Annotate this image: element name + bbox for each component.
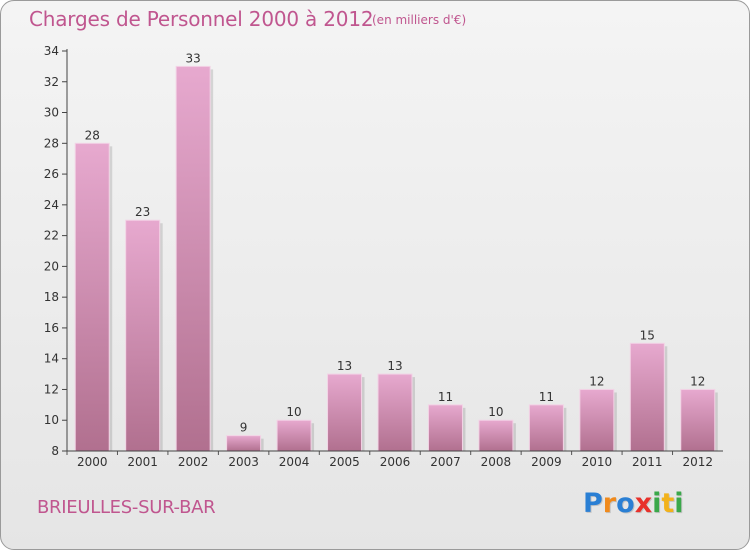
bar-value-label: 13 <box>387 359 402 373</box>
bar-value-label: 9 <box>240 421 248 435</box>
axes-layer <box>62 49 723 455</box>
y-tick-label: 14 <box>44 352 59 366</box>
bar-2002 <box>175 65 211 452</box>
x-tick-label: 2003 <box>228 455 259 469</box>
chart-subtitle: (en milliers d'€) <box>372 13 467 27</box>
y-tick-label: 22 <box>44 229 59 243</box>
logo-letter: P <box>583 488 603 519</box>
logo-letter: x <box>634 488 653 519</box>
bar-value-label: 15 <box>640 328 655 342</box>
x-tick-label: 2005 <box>329 455 360 469</box>
y-tick-label: 8 <box>51 444 59 458</box>
bar-2003 <box>226 435 262 452</box>
x-tick-label: 2000 <box>77 455 108 469</box>
bar-2012 <box>680 388 716 452</box>
bar-2006 <box>377 373 413 452</box>
logo-letter: i <box>652 488 662 519</box>
y-tick-label: 34 <box>44 44 59 58</box>
bar-2000 <box>74 142 110 452</box>
bars-layer <box>74 65 718 452</box>
x-tick-label: 2010 <box>582 455 613 469</box>
y-tick-label: 12 <box>44 382 59 396</box>
bar-2008 <box>478 419 514 452</box>
bar-2011 <box>629 342 665 452</box>
y-tick-label: 16 <box>44 321 59 335</box>
x-tick-label: 2004 <box>279 455 310 469</box>
bar-value-label: 11 <box>539 390 554 404</box>
bar-value-label: 12 <box>690 374 705 388</box>
bar-value-label: 11 <box>438 390 453 404</box>
x-tick-label: 2007 <box>430 455 461 469</box>
chart-title: Charges de Personnel 2000 à 2012 <box>29 7 374 31</box>
logo-letter: r <box>602 488 617 519</box>
bar-2005 <box>327 373 363 452</box>
bar-value-label: 13 <box>337 359 352 373</box>
logo-letter: t <box>661 488 675 519</box>
x-tick-label: 2011 <box>632 455 663 469</box>
bar-value-label: 10 <box>488 405 503 419</box>
y-tick-label: 32 <box>44 75 59 89</box>
y-tick-label: 10 <box>44 413 59 427</box>
y-tick-label: 20 <box>44 259 59 273</box>
x-tick-label: 2009 <box>531 455 562 469</box>
x-tick-label: 2001 <box>127 455 158 469</box>
bar-value-label: 23 <box>135 205 150 219</box>
x-tick-label: 2002 <box>178 455 209 469</box>
y-tick-label: 30 <box>44 106 59 120</box>
bar-2007 <box>427 404 463 452</box>
x-tick-label: 2006 <box>380 455 411 469</box>
bar-value-label: 12 <box>589 374 604 388</box>
y-tick-label: 18 <box>44 290 59 304</box>
y-tick-label: 28 <box>44 136 59 150</box>
logo-letter: o <box>616 488 635 519</box>
place-name: BRIEULLES-SUR-BAR <box>37 497 216 518</box>
bar-value-label: 10 <box>286 405 301 419</box>
bar-2001 <box>125 219 161 452</box>
bar-value-label: 33 <box>186 51 201 65</box>
bar-2004 <box>276 419 312 452</box>
bar-2009 <box>528 404 564 452</box>
x-tick-label: 2008 <box>481 455 512 469</box>
y-tick-label: 24 <box>44 198 59 212</box>
y-tick-label: 26 <box>44 167 59 181</box>
labels-layer: 28 2000 23 2001 33 2002 9 2003 10 2004 13 2005 13 200… <box>44 44 713 469</box>
logo-letter: i <box>674 488 684 519</box>
bar-value-label: 28 <box>85 128 100 142</box>
x-tick-label: 2012 <box>682 455 713 469</box>
proxiti-logo: Proxiti <box>583 488 684 519</box>
bar-2010 <box>579 388 615 452</box>
